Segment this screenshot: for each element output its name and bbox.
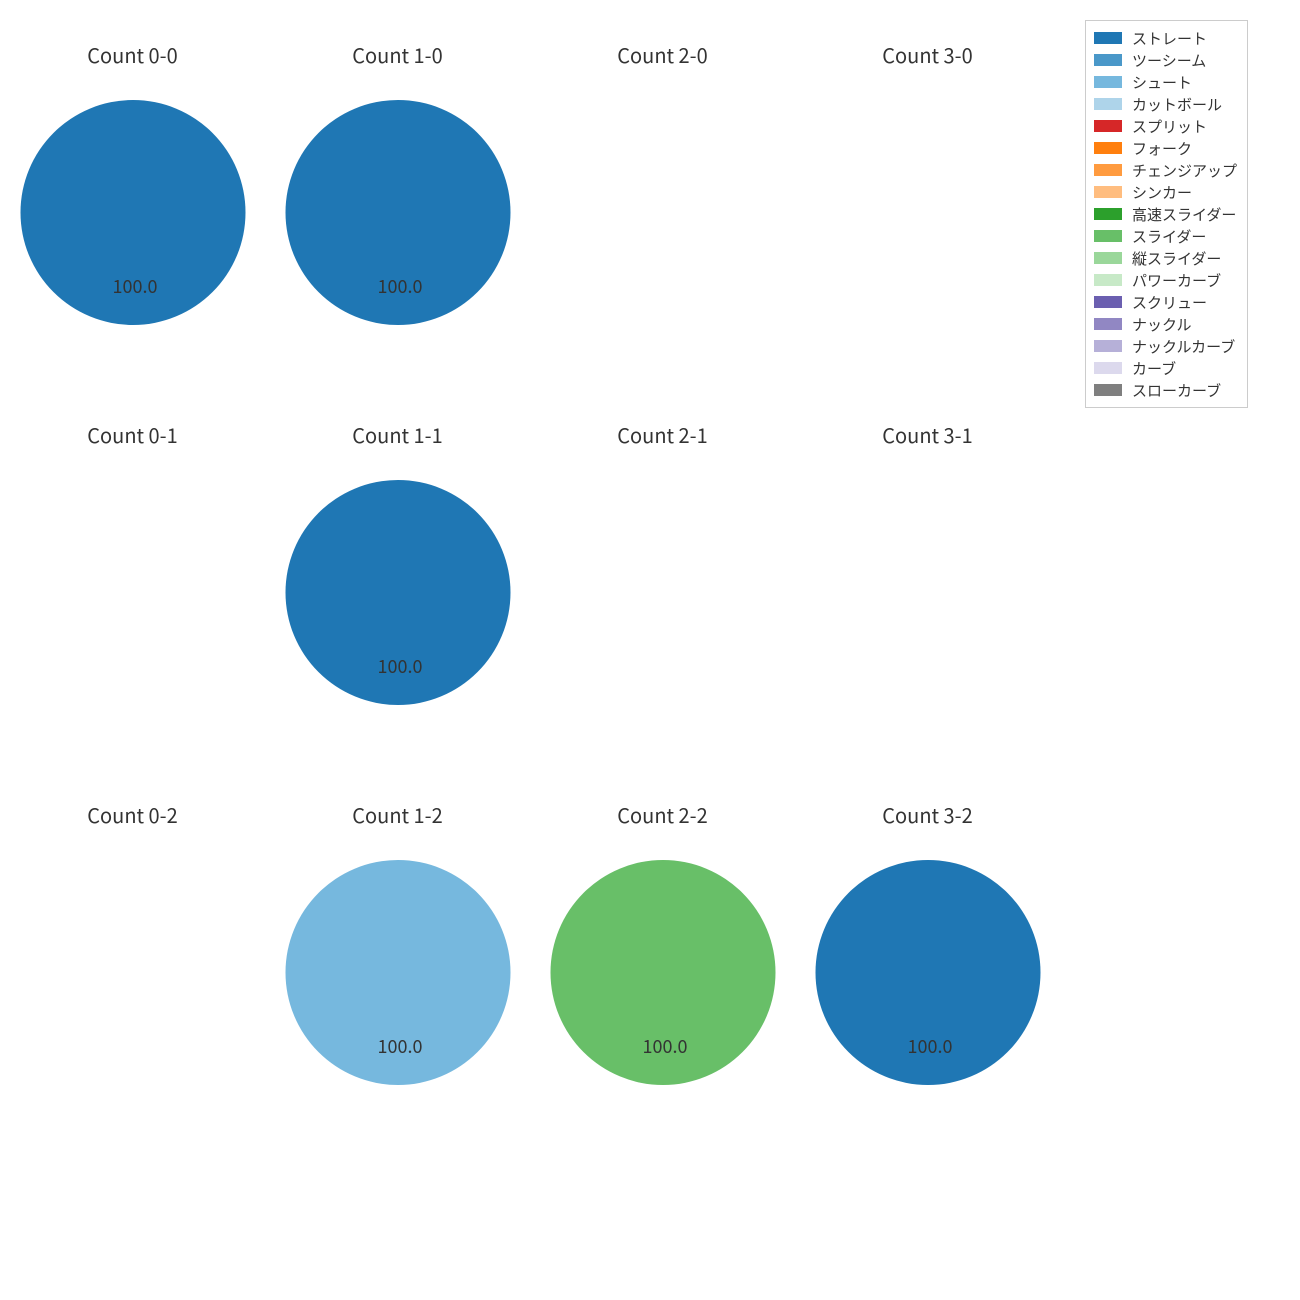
pitch-mix-by-count-figure: Count 0-0100.0Count 1-0100.0Count 2-0Cou… — [0, 0, 1300, 1300]
panel-count-count0-2: Count 0-2 — [0, 800, 265, 1180]
legend-label: カーブ — [1132, 358, 1176, 379]
legend-swatch — [1094, 54, 1122, 66]
legend-label: スライダー — [1132, 226, 1206, 247]
legend-swatch — [1094, 164, 1122, 176]
legend-label: ナックル — [1132, 314, 1192, 335]
panel-title: Count 1-0 — [265, 40, 530, 69]
panel-count-count3-0: Count 3-0 — [795, 40, 1060, 420]
pie-slice-label: 100.0 — [378, 273, 423, 299]
legend-item: スプリット — [1094, 115, 1237, 137]
panel-title: Count 0-2 — [0, 800, 265, 829]
pie-slice-label: 100.0 — [908, 1033, 953, 1059]
legend-label: ナックルカーブ — [1132, 336, 1235, 357]
legend-swatch — [1094, 76, 1122, 88]
legend-item: シュート — [1094, 71, 1237, 93]
legend-label: 縦スライダー — [1132, 248, 1221, 269]
legend-item: パワーカーブ — [1094, 269, 1237, 291]
pitch-type-legend: ストレートツーシームシュートカットボールスプリットフォークチェンジアップシンカー… — [1085, 20, 1248, 408]
legend-swatch — [1094, 120, 1122, 132]
panel-count-count3-2: Count 3-2 100.0 — [795, 800, 1060, 1180]
panel-title: Count 0-0 — [0, 40, 265, 69]
panel-title: Count 1-1 — [265, 420, 530, 449]
legend-item: ナックルカーブ — [1094, 335, 1237, 357]
legend-item: チェンジアップ — [1094, 159, 1237, 181]
legend-item: 縦スライダー — [1094, 247, 1237, 269]
pie-slice-label: 100.0 — [378, 1033, 423, 1059]
legend-swatch — [1094, 208, 1122, 220]
legend-swatch — [1094, 318, 1122, 330]
panel-count-count0-0: Count 0-0 100.0 — [0, 40, 265, 420]
legend-swatch — [1094, 32, 1122, 44]
panel-title: Count 1-2 — [265, 800, 530, 829]
panel-title: Count 2-0 — [530, 40, 795, 69]
legend-label: 高速スライダー — [1132, 204, 1236, 225]
panel-count-count1-2: Count 1-2 100.0 — [265, 800, 530, 1180]
panel-title: Count 3-0 — [795, 40, 1060, 69]
legend-swatch — [1094, 384, 1122, 396]
legend-swatch — [1094, 230, 1122, 242]
pie-slice-label: 100.0 — [378, 653, 423, 679]
panel-title: Count 0-1 — [0, 420, 265, 449]
legend-label: スローカーブ — [1132, 380, 1221, 401]
legend-label: スプリット — [1132, 116, 1207, 137]
legend-item: ツーシーム — [1094, 49, 1237, 71]
panel-count-count2-0: Count 2-0 — [530, 40, 795, 420]
legend-label: カットボール — [1132, 94, 1222, 115]
legend-item: シンカー — [1094, 181, 1237, 203]
legend-item: カーブ — [1094, 357, 1237, 379]
panel-title: Count 3-1 — [795, 420, 1060, 449]
legend-label: シュート — [1132, 72, 1192, 93]
legend-item: カットボール — [1094, 93, 1237, 115]
panel-count-count3-1: Count 3-1 — [795, 420, 1060, 800]
legend-item: スライダー — [1094, 225, 1237, 247]
legend-swatch — [1094, 340, 1122, 352]
panel-title: Count 2-1 — [530, 420, 795, 449]
panel-count-count1-0: Count 1-0 100.0 — [265, 40, 530, 420]
panel-count-count0-1: Count 0-1 — [0, 420, 265, 800]
legend-swatch — [1094, 142, 1122, 154]
legend-item: ナックル — [1094, 313, 1237, 335]
panel-title: Count 2-2 — [530, 800, 795, 829]
legend-item: ストレート — [1094, 27, 1237, 49]
legend-item: 高速スライダー — [1094, 203, 1237, 225]
legend-label: フォーク — [1132, 138, 1192, 159]
pie-slice-label: 100.0 — [643, 1033, 688, 1059]
panel-count-count2-1: Count 2-1 — [530, 420, 795, 800]
pie-slice-label: 100.0 — [113, 273, 158, 299]
legend-label: ストレート — [1132, 28, 1207, 49]
panel-count-count1-1: Count 1-1 100.0 — [265, 420, 530, 800]
legend-label: パワーカーブ — [1132, 270, 1221, 291]
legend-swatch — [1094, 252, 1122, 264]
legend-label: シンカー — [1132, 182, 1192, 203]
legend-swatch — [1094, 362, 1122, 374]
panel-count-count2-2: Count 2-2 100.0 — [530, 800, 795, 1180]
legend-swatch — [1094, 186, 1122, 198]
legend-item: スローカーブ — [1094, 379, 1237, 401]
legend-swatch — [1094, 98, 1122, 110]
legend-item: スクリュー — [1094, 291, 1237, 313]
legend-label: ツーシーム — [1132, 50, 1206, 71]
legend-swatch — [1094, 274, 1122, 286]
legend-label: チェンジアップ — [1132, 160, 1237, 181]
panel-title: Count 3-2 — [795, 800, 1060, 829]
legend-swatch — [1094, 296, 1122, 308]
legend-label: スクリュー — [1132, 292, 1207, 313]
legend-item: フォーク — [1094, 137, 1237, 159]
